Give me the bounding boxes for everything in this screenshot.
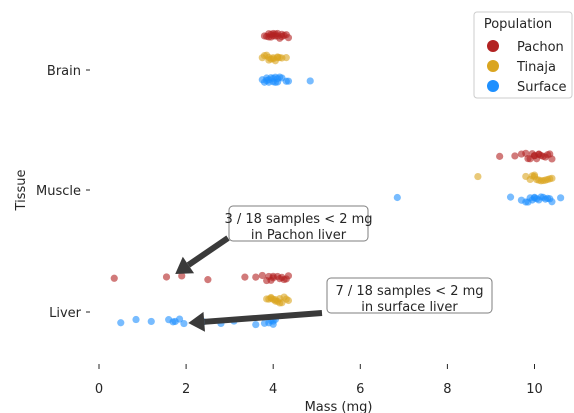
- data-point-pachon-liver: [269, 272, 277, 280]
- data-point-pachon-liver: [204, 276, 212, 284]
- legend-title: Population: [484, 17, 552, 32]
- x-axis: 0 2 4 6 8 10: [95, 364, 543, 397]
- data-point-surface-liver: [132, 315, 140, 324]
- x-tick-label: 10: [526, 382, 543, 397]
- y-axis-label: Tissue: [14, 170, 29, 212]
- y-tick-label: Muscle: [36, 184, 81, 199]
- annotations: 3 / 18 samples < 2 mg in Pachon liver 7 …: [175, 205, 493, 332]
- legend: Population Pachon Tinaja Surface: [473, 11, 573, 99]
- y-tick-label: Brain: [47, 64, 81, 79]
- data-point-pachon-muscle: [511, 152, 519, 160]
- data-point-surface-liver: [269, 320, 277, 328]
- data-point-surface-muscle: [530, 194, 539, 202]
- data-point-tinaja-liver: [276, 299, 284, 307]
- data-point-pachon-liver: [241, 273, 249, 281]
- legend-label: Pachon: [517, 40, 564, 55]
- data-point-surface-brain: [271, 73, 279, 81]
- data-point-surface-muscle: [557, 194, 565, 202]
- annotation-pachon-liver: 3 / 18 samples < 2 mg in Pachon liver: [175, 205, 373, 274]
- annotation-box: [228, 205, 369, 242]
- data-point-pachon-liver: [162, 273, 171, 281]
- data-point-tinaja-brain: [273, 54, 282, 62]
- data-point-tinaja-liver: [284, 296, 293, 305]
- data-point-pachon-brain: [278, 30, 286, 39]
- data-point-tinaja-muscle: [548, 174, 556, 182]
- data-point-surface-liver: [180, 319, 188, 328]
- x-axis-label: Mass (mg): [305, 400, 373, 413]
- annotation-text-line: 7 / 18 samples < 2 mg: [335, 284, 483, 299]
- data-point-pachon-muscle: [496, 152, 504, 160]
- data-point-surface-muscle: [537, 193, 545, 201]
- data-point-tinaja-muscle: [474, 172, 482, 181]
- data-point-pachon-liver: [258, 271, 266, 280]
- y-tick-label: Liver: [49, 306, 82, 321]
- legend-frame: [473, 11, 573, 99]
- data-point-tinaja-brain: [282, 54, 290, 62]
- legend-marker: [487, 80, 499, 92]
- data-point-surface-muscle: [548, 198, 556, 206]
- annotation-box: [326, 277, 493, 314]
- data-point-surface-liver: [252, 320, 260, 329]
- y-axis: Brain Muscle Liver: [36, 64, 90, 321]
- annotation-text-line: 3 / 18 samples < 2 mg: [224, 212, 372, 227]
- annotation-arrow-shaft: [204, 310, 323, 325]
- x-tick-label: 2: [182, 382, 190, 397]
- data-point-surface-liver: [147, 317, 155, 326]
- data-point-surface-liver: [175, 315, 184, 323]
- data-point-surface-brain: [263, 74, 271, 82]
- data-point-pachon-liver: [110, 274, 118, 282]
- x-tick-label: 0: [95, 382, 103, 397]
- legend-entries: Pachon Tinaja Surface: [487, 40, 567, 95]
- data-point-pachon-muscle: [548, 155, 556, 163]
- annotation-arrow-head: [188, 311, 205, 332]
- x-tick-label: 4: [269, 382, 277, 397]
- data-point-surface-muscle: [506, 193, 515, 201]
- data-point-pachon-liver: [284, 272, 293, 280]
- legend-marker: [487, 40, 499, 52]
- data-point-surface-muscle: [393, 193, 401, 202]
- data-point-surface-brain: [284, 77, 293, 85]
- annotation-surface-liver: 7 / 18 samples < 2 mg in surface liver: [188, 277, 493, 332]
- legend-label: Tinaja: [516, 60, 556, 75]
- data-point-surface-liver: [117, 319, 125, 327]
- annotation-arrow-head: [175, 256, 195, 274]
- data-point-tinaja-liver: [267, 293, 275, 302]
- annotation-text-line: in Pachon liver: [251, 228, 347, 243]
- legend-label: Surface: [517, 80, 567, 95]
- data-point-pachon-liver: [178, 272, 186, 280]
- annotation-arrow-shaft: [186, 235, 230, 268]
- data-point-pachon-muscle: [535, 150, 543, 158]
- data-point-pachon-liver: [252, 273, 260, 281]
- data-point-tinaja-muscle: [530, 171, 539, 179]
- data-point-pachon-brain: [271, 30, 279, 38]
- data-point-pachon-brain: [284, 34, 293, 42]
- x-tick-label: 6: [356, 382, 364, 397]
- x-tick-label: 8: [443, 382, 451, 397]
- data-point-surface-brain: [306, 77, 314, 85]
- annotation-text-line: in surface liver: [361, 300, 458, 315]
- legend-marker: [487, 60, 499, 72]
